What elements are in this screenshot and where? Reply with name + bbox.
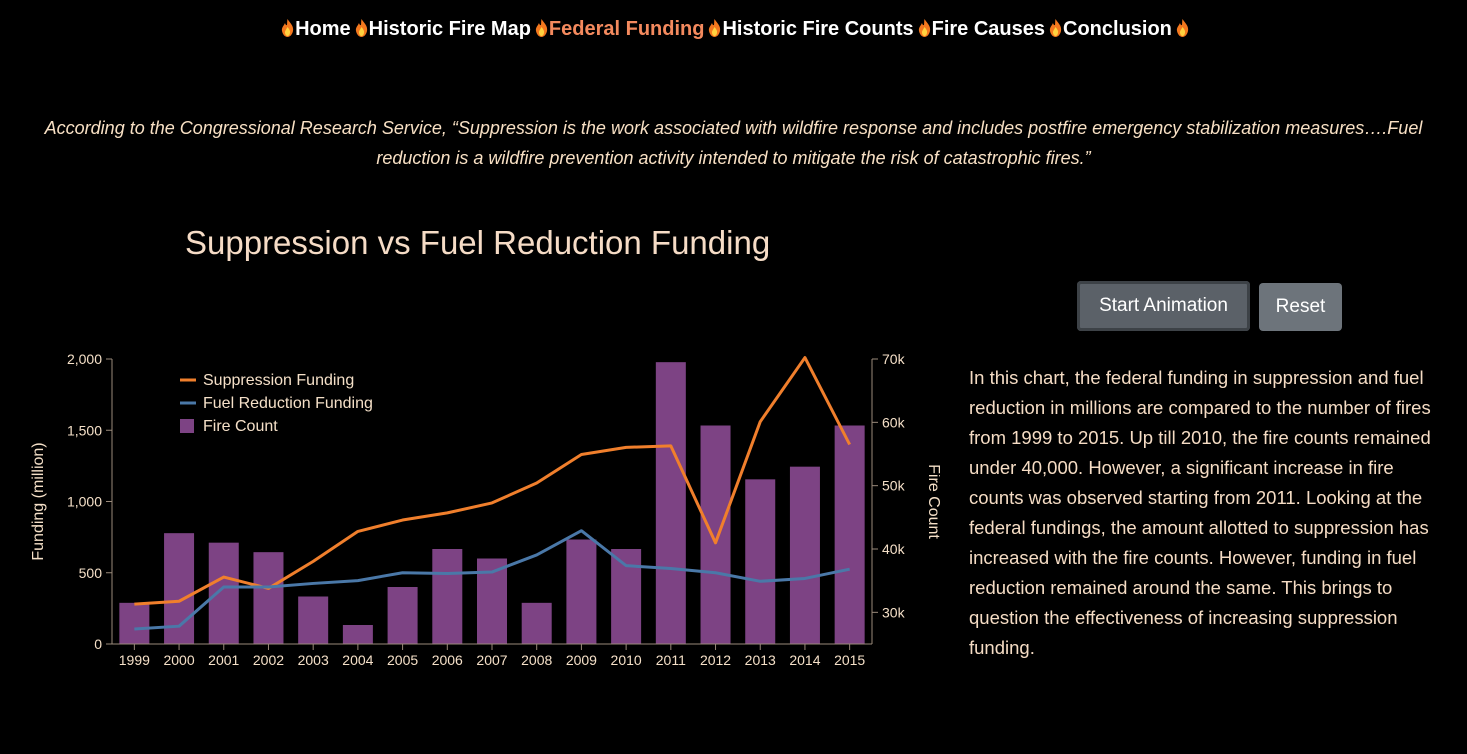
nav-link-historic-fire-counts[interactable]: Historic Fire Counts [722,18,914,40]
line-fuel-reduction-funding [134,529,850,631]
x-tick-label: 2007 [476,652,507,668]
left-tick-label: 1,000 [67,494,102,510]
right-tick-label: 60k [882,414,906,430]
legend-label: Suppression Funding [203,372,354,389]
right-tick-label: 70k [882,351,906,367]
bar-fire-count-2014 [789,466,820,644]
right-tick-label: 40k [882,541,906,557]
bar-fire-count-2011 [655,362,686,644]
reset-button[interactable]: Reset [1259,283,1342,331]
right-axis: 30k 40k 50k 60k 70k Fire Count [871,351,940,644]
x-tick-label: 2002 [253,652,284,668]
x-tick-label: 2012 [700,652,731,668]
start-animation-button[interactable]: Start Animation [1077,281,1250,331]
bar-fire-count-2008 [521,602,552,644]
x-tick-label: 2000 [163,652,194,668]
bar-fire-count-2013 [745,479,776,644]
crs-quote: According to the Congressional Research … [44,118,1423,168]
flame-icon [277,18,295,40]
bar-fire-count-2001 [208,542,239,644]
chart-description: In this chart, the federal funding in su… [969,367,1431,658]
bar-fire-count-2004 [342,625,373,644]
chart-title: Suppression vs Fuel Reduction Funding [185,224,771,261]
x-tick-label: 1999 [119,652,150,668]
x-tick-label: 2006 [432,652,463,668]
bar-fire-count-2006 [432,549,463,644]
x-tick-label: 2005 [387,652,418,668]
x-tick-label: 2014 [789,652,820,668]
bar-fire-count-2010 [611,549,642,644]
x-tick-label: 2011 [656,652,686,668]
x-tick-label: 2001 [208,652,239,668]
right-tick-label: 50k [882,478,906,494]
left-tick-label: 500 [79,565,103,581]
left-axis-title: Funding (million) [30,442,47,560]
x-tick-label: 2010 [611,652,642,668]
bar-fire-count-1999 [119,602,150,644]
legend: Suppression Funding Fuel Reduction Fundin… [180,372,373,435]
legend-swatch-bar [180,419,194,433]
flame-icon [1045,18,1063,40]
x-tick-label: 2015 [834,652,865,668]
flame-icon [914,18,932,40]
bar-fire-count-2009 [566,539,597,644]
right-tick-label: 30k [882,604,906,620]
right-axis-title: Fire Count [925,464,940,539]
nav-link-home[interactable]: Home [295,18,351,40]
legend-label: Fire Count [203,418,278,435]
nav-link-historic-fire-map[interactable]: Historic Fire Map [368,18,531,40]
x-tick-label: 2003 [298,652,329,668]
bar-fire-count-2002 [253,552,284,644]
nav-link-conclusion[interactable]: Conclusion [1063,18,1172,40]
nav-link-fire-causes[interactable]: Fire Causes [931,18,1046,40]
bar-fire-count-2005 [387,587,418,644]
left-tick-label: 0 [94,636,102,652]
left-tick-label: 1,500 [67,422,102,438]
funding-chart: 0 500 1,000 1,500 2,000 Funding (million) 30k 4… [30,351,940,668]
nav-link-federal-funding[interactable]: Federal Funding [548,18,705,40]
top-nav: Home Historic Fire Map Federal Funding Hist… [0,18,1467,41]
x-tick-label: 2004 [342,652,373,668]
flame-icon [351,18,369,40]
flame-icon [1172,18,1190,40]
x-tick-label: 2008 [521,652,552,668]
x-tick-label: 2009 [566,652,597,668]
x-axis: 1999 2000 2001 2002 2003 2004 2005 2006 2007 2008… [112,643,872,668]
bar-fire-count-2015 [834,425,865,644]
line-suppression-funding [134,356,851,606]
left-tick-label: 2,000 [67,351,102,367]
legend-label: Fuel Reduction Funding [203,395,373,412]
bar-fire-count-2012 [700,425,731,644]
left-axis: 0 500 1,000 1,500 2,000 Funding (million) [30,351,113,652]
flame-icon [531,18,549,40]
bar-fire-count-2003 [298,596,329,644]
flame-icon [704,18,722,40]
x-tick-label: 2013 [745,652,776,668]
